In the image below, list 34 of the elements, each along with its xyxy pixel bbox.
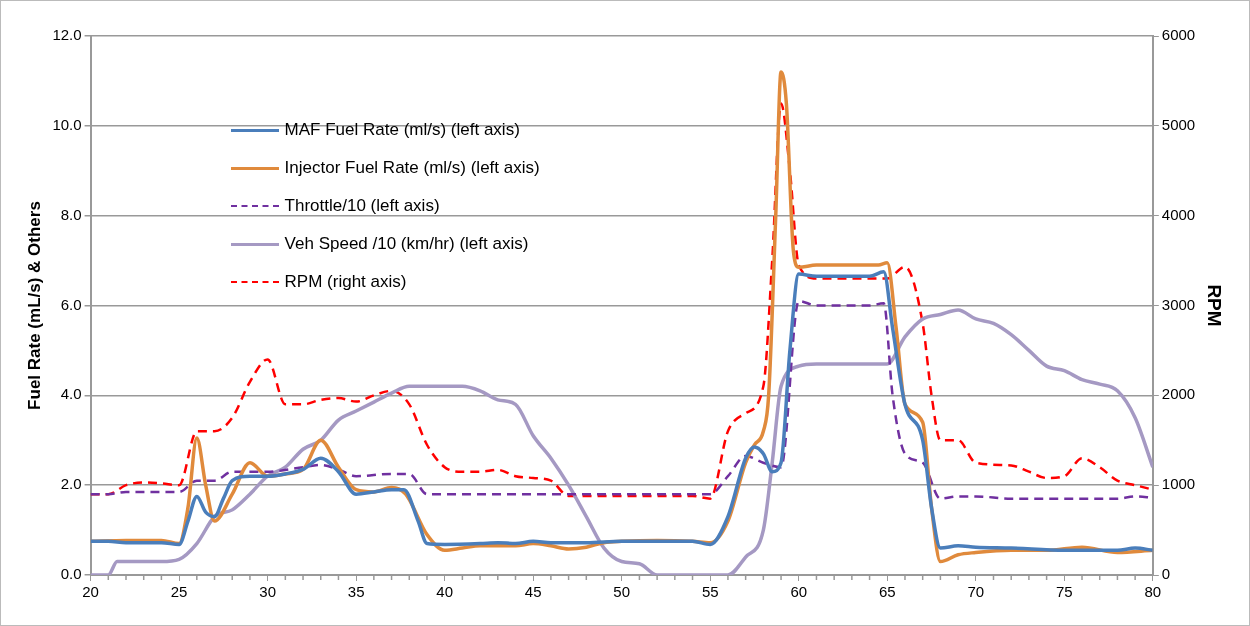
y-tick-label: 12.0 <box>52 26 82 44</box>
y2-tick-label: 4000 <box>1161 205 1196 223</box>
y2-axis-title: RPM <box>1204 284 1226 327</box>
legend-label: MAF Fuel Rate (ml/s) (left axis) <box>284 120 520 140</box>
legend-label: Veh Speed /10 (km/hr) (left axis) <box>284 234 529 254</box>
x-tick-label: 45 <box>524 583 542 601</box>
y2-tick-label: 1000 <box>1161 475 1196 493</box>
legend-label: Injector Fuel Rate (ml/s) (left axis) <box>284 158 540 178</box>
x-tick-label: 60 <box>790 583 808 601</box>
x-tick-label: 65 <box>878 583 896 601</box>
y2-tick-label: 6000 <box>1161 26 1196 44</box>
x-tick-label: 80 <box>1144 583 1162 601</box>
x-tick-label: 25 <box>170 583 188 601</box>
y2-tick-label: 5000 <box>1161 115 1196 133</box>
x-tick-label: 50 <box>613 583 631 601</box>
x-tick-label: 30 <box>259 583 276 601</box>
y2-tick-label: 3000 <box>1161 295 1196 313</box>
legend-label: Throttle/10 (left axis) <box>284 196 440 216</box>
x-tick-label: 20 <box>82 583 99 601</box>
x-tick-label: 75 <box>1055 583 1073 601</box>
y-tick-label: 10.0 <box>52 115 82 133</box>
y-tick-label: 0.0 <box>60 565 82 583</box>
y2-tick-label: 2000 <box>1161 385 1196 403</box>
y-tick-label: 8.0 <box>60 205 82 223</box>
x-tick-label: 35 <box>347 583 365 601</box>
y-tick-label: 4.0 <box>60 385 82 403</box>
y-tick-label: 2.0 <box>60 475 82 493</box>
x-tick-label: 70 <box>967 583 985 601</box>
x-tick-label: 55 <box>701 583 719 601</box>
y-tick-label: 6.0 <box>60 295 82 313</box>
x-tick-label: 40 <box>436 583 454 601</box>
y-axis-title: Fuel Rate (mL/s) & Others <box>24 201 44 410</box>
y2-tick-label: 0 <box>1161 565 1171 583</box>
legend-label: RPM (right axis) <box>284 272 407 292</box>
